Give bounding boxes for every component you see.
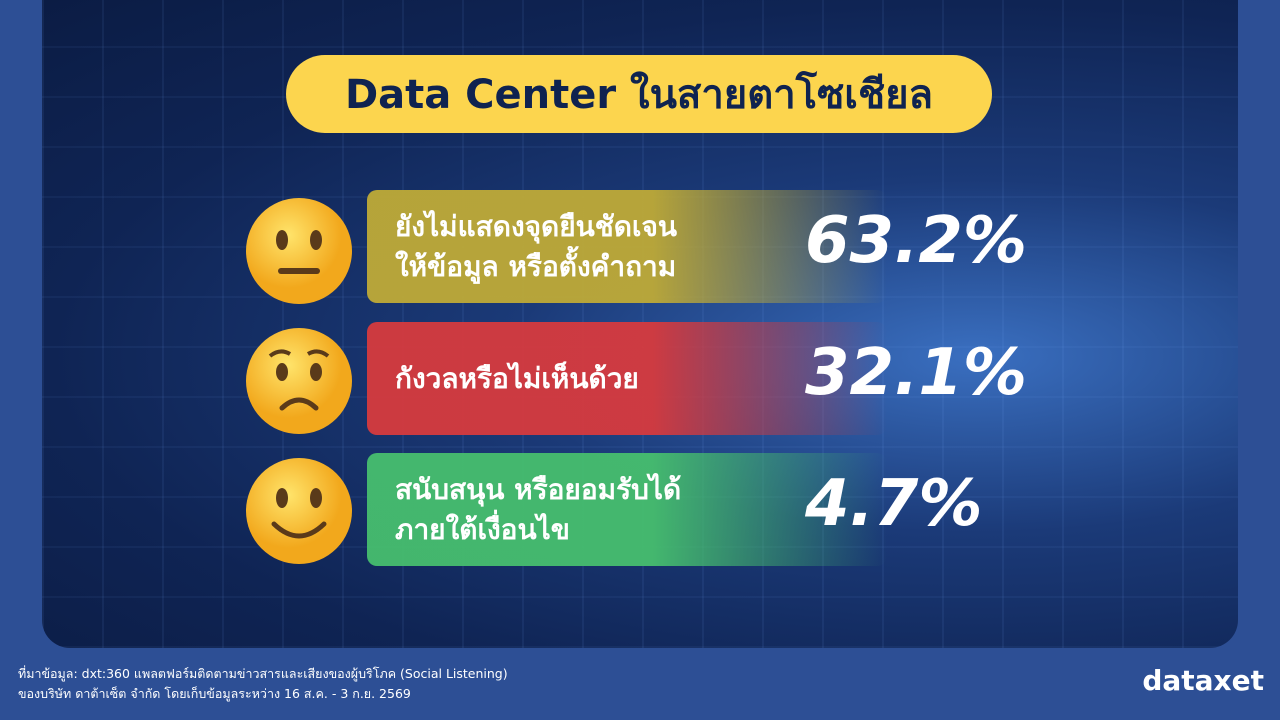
label-line: สนับสนุน หรือยอมรับได้ [395, 472, 682, 506]
label-bar: กังวลหรือไม่เห็นด้วย [367, 322, 887, 435]
source-note: ของบริษัท ดาต้าเซ็ต จำกัด โดยเก็บข้อมูลร… [18, 686, 411, 701]
label-bar: ยังไม่แสดงจุดยืนชัดเจนให้ข้อมูล หรือตั้ง… [367, 190, 887, 303]
worried-emoji [246, 328, 352, 434]
label-line: ให้ข้อมูล หรือตั้งคำถาม [395, 249, 677, 283]
source-note: ที่มาข้อมูล: dxt:360 แพลตฟอร์มติดตามข่าว… [18, 666, 508, 681]
label-line: ยังไม่แสดงจุดยืนชัดเจน [395, 209, 678, 243]
percent-value: 32.1% [805, 336, 1028, 410]
title: Data Center ในสายตาโซเชียล [286, 55, 992, 133]
label-line: ภายใต้เงื่อนไข [395, 512, 570, 546]
percent-value: 63.2% [805, 204, 1028, 278]
percent-value: 4.7% [805, 467, 983, 541]
smile-emoji [246, 458, 352, 564]
logo: dataxet [1142, 664, 1264, 697]
label-line: กังวลหรือไม่เห็นด้วย [395, 361, 639, 395]
label-bar: สนับสนุน หรือยอมรับได้ภายใต้เงื่อนไข [367, 453, 887, 566]
neutral-emoji [246, 198, 352, 304]
